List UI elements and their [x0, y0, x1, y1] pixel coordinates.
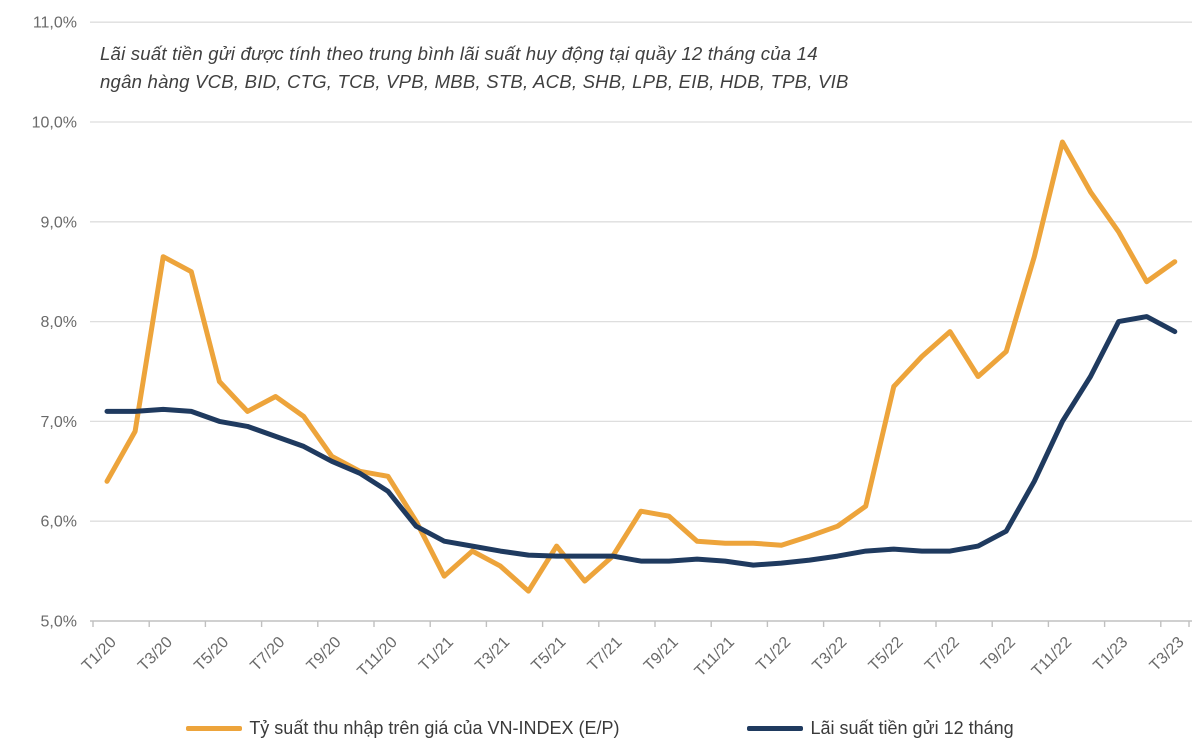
legend-item-deposit: Lãi suất tiền gửi 12 tháng [747, 717, 1014, 739]
x-axis-label: T9/22 [978, 634, 1019, 675]
y-axis-label: 8,0% [41, 314, 77, 331]
y-axis-label: 6,0% [41, 514, 77, 531]
y-axis-label: 11,0% [33, 15, 77, 32]
x-axis-label: T9/20 [304, 634, 345, 675]
x-axis-label: T11/22 [1029, 634, 1075, 680]
x-axis-label: T11/20 [354, 634, 400, 680]
legend-item-ep: Tỷ suất thu nhập trên giá của VN-INDEX (… [186, 718, 619, 739]
x-axis-label: T1/21 [416, 634, 457, 675]
y-axis-label: 5,0% [41, 614, 77, 631]
ep-series-line [104, 139, 1178, 594]
y-axis-label: 9,0% [41, 214, 77, 231]
x-axis-label: T3/20 [135, 634, 176, 675]
ep-line-swatch-icon [186, 725, 243, 731]
chart-legend: Tỷ suất thu nhập trên giá của VN-INDEX (… [0, 712, 1200, 744]
deposit-line-swatch-icon [747, 725, 804, 731]
x-axis-label: T5/20 [191, 634, 232, 675]
x-axis-label: T1/20 [79, 634, 120, 675]
x-axis-label: T1/22 [753, 634, 794, 675]
x-axis-label: T3/21 [472, 634, 513, 675]
x-axis-label: T7/22 [922, 634, 963, 675]
chart-annotation: Lãi suất tiền gửi được tính theo trung b… [100, 43, 849, 92]
x-axis-label: T11/21 [692, 634, 738, 680]
x-axis-label: T3/22 [809, 634, 850, 675]
x-axis-label: T9/21 [641, 634, 682, 675]
y-axis-label: 7,0% [41, 414, 77, 431]
legend-label-ep: Tỷ suất thu nhập trên giá của VN-INDEX (… [249, 717, 620, 738]
y-axis-label: 10,0% [32, 115, 77, 132]
x-axis-label: T5/22 [866, 634, 907, 675]
x-axis-label: T5/21 [528, 634, 569, 675]
x-axis-label: T7/21 [585, 634, 626, 675]
x-axis-label: T7/20 [247, 634, 288, 675]
x-axis-label: T3/23 [1147, 634, 1188, 675]
legend-label-deposit: Lãi suất tiền gửi 12 tháng [810, 717, 1014, 738]
deposit-series-line [104, 314, 1178, 568]
x-axis-label: T1/23 [1090, 634, 1131, 675]
